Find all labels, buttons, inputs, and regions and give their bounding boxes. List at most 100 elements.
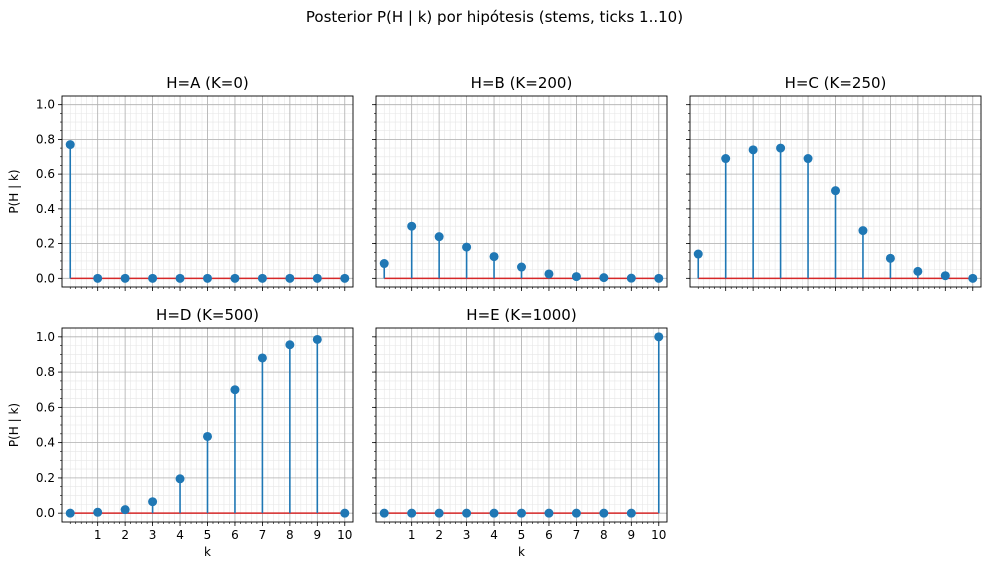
- y-tick-label: 0.2: [36, 471, 55, 485]
- stem-marker: [858, 226, 868, 236]
- x-tick-label: 1: [94, 528, 102, 542]
- x-tick-label: 6: [545, 528, 553, 542]
- stem-marker: [968, 273, 978, 283]
- stem-marker: [148, 497, 158, 507]
- y-axis-label: P(H | k): [7, 403, 21, 447]
- subplot-title: H=E (K=1000): [466, 306, 576, 324]
- stem-marker: [340, 273, 350, 283]
- stem-marker: [693, 249, 703, 259]
- x-tick-label: 4: [176, 528, 184, 542]
- stem-marker: [831, 186, 840, 196]
- x-tick-label: 7: [259, 528, 267, 542]
- x-axis-label: k: [518, 545, 525, 559]
- stem-marker: [312, 334, 322, 344]
- stem-marker: [462, 242, 472, 252]
- stem-marker: [379, 259, 389, 269]
- stem-marker: [721, 154, 731, 164]
- stem-marker: [913, 266, 923, 276]
- subplot-5: 1 2 3 4 5 6 7 8 9 10 H=E (K=1000) k: [372, 306, 668, 559]
- stem-marker: [407, 508, 417, 518]
- stem-marker: [517, 262, 526, 272]
- subplot-2: H=B (K=200): [372, 74, 668, 291]
- x-axis-label: k: [204, 545, 211, 559]
- subplot-title: H=A (K=0): [166, 74, 249, 92]
- stem-marker: [654, 332, 664, 342]
- stem-marker: [203, 273, 212, 283]
- x-tick-label: 9: [627, 528, 635, 542]
- stem-marker: [203, 431, 212, 441]
- y-tick-label: 0.4: [36, 202, 55, 216]
- subplot-4: 1 2 3 4 5 6 7 8 9 10 0.0 0.2 0.4 0.6 0.8 1.0 H=D (K=500)…: [7, 306, 354, 559]
- x-tick-label: 2: [435, 528, 443, 542]
- y-tick-label: 0.8: [36, 365, 55, 379]
- x-tick-label: 8: [600, 528, 608, 542]
- stem-marker: [65, 140, 75, 150]
- y-tick-label: 0.0: [36, 271, 55, 285]
- x-tick-label: 3: [149, 528, 157, 542]
- stem-marker: [230, 385, 240, 395]
- stem-marker: [65, 508, 75, 518]
- x-tick-label: 5: [518, 528, 526, 542]
- y-tick-label: 1.0: [36, 330, 55, 344]
- stem-marker: [654, 273, 664, 283]
- stem-marker: [489, 508, 499, 518]
- stem-marker: [626, 508, 636, 518]
- stem-marker: [312, 273, 322, 283]
- stem-marker: [626, 273, 636, 283]
- stem-marker: [407, 221, 417, 231]
- stem-marker: [489, 252, 499, 262]
- stem-marker: [571, 272, 581, 282]
- stem-marker: [544, 508, 554, 518]
- stem-marker: [776, 143, 786, 153]
- x-tick-label: 2: [121, 528, 129, 542]
- stem-marker: [340, 508, 350, 518]
- stem-marker: [175, 273, 185, 283]
- stem-marker: [885, 253, 895, 263]
- stem-marker: [748, 145, 758, 155]
- stem-marker: [148, 273, 158, 283]
- stem-marker: [462, 508, 472, 518]
- subplot-3: H=C (K=250): [686, 74, 982, 291]
- stem-marker: [285, 273, 295, 283]
- x-tick-label: 4: [490, 528, 498, 542]
- stem-marker: [599, 273, 609, 283]
- stem-marker: [257, 273, 267, 283]
- figure-suptitle: Posterior P(H | k) por hipótesis (stems,…: [305, 8, 684, 26]
- stem-marker: [120, 505, 130, 515]
- y-axis-label: P(H | k): [7, 169, 21, 213]
- x-tick-label: 10: [651, 528, 666, 542]
- stem-marker: [803, 154, 813, 164]
- stem-marker: [599, 508, 609, 518]
- stem-marker: [434, 508, 444, 518]
- stem-marker: [93, 507, 103, 517]
- y-tick-label: 0.6: [36, 400, 55, 414]
- subplot-title: H=D (K=500): [156, 306, 259, 324]
- x-tick-label: 10: [337, 528, 352, 542]
- subplot-title: H=C (K=250): [785, 74, 887, 92]
- y-tick-label: 0.8: [36, 132, 55, 146]
- y-tick-label: 0.6: [36, 167, 55, 181]
- x-tick-label: 9: [313, 528, 321, 542]
- subplot-title: H=B (K=200): [471, 74, 573, 92]
- stem-marker: [517, 508, 526, 518]
- y-tick-label: 1.0: [36, 98, 55, 112]
- stem-marker: [434, 232, 444, 242]
- stem-marker: [93, 273, 103, 283]
- x-tick-label: 7: [573, 528, 581, 542]
- stem-marker: [257, 353, 267, 363]
- subplot-1: 0.0 0.2 0.4 0.6 0.8 1.0 H=A (K=0) P(H | k): [7, 74, 354, 291]
- stem-marker: [940, 271, 950, 281]
- x-tick-label: 3: [463, 528, 471, 542]
- stem-marker: [285, 340, 295, 350]
- x-tick-label: 5: [204, 528, 212, 542]
- y-tick-label: 0.2: [36, 237, 55, 251]
- stem-marker: [120, 273, 130, 283]
- stem-marker: [544, 269, 554, 279]
- stem-marker: [379, 508, 389, 518]
- stem-marker: [571, 508, 581, 518]
- stem-marker: [230, 273, 240, 283]
- y-tick-label: 0.4: [36, 436, 55, 450]
- x-tick-label: 6: [231, 528, 239, 542]
- stem-marker: [175, 474, 185, 484]
